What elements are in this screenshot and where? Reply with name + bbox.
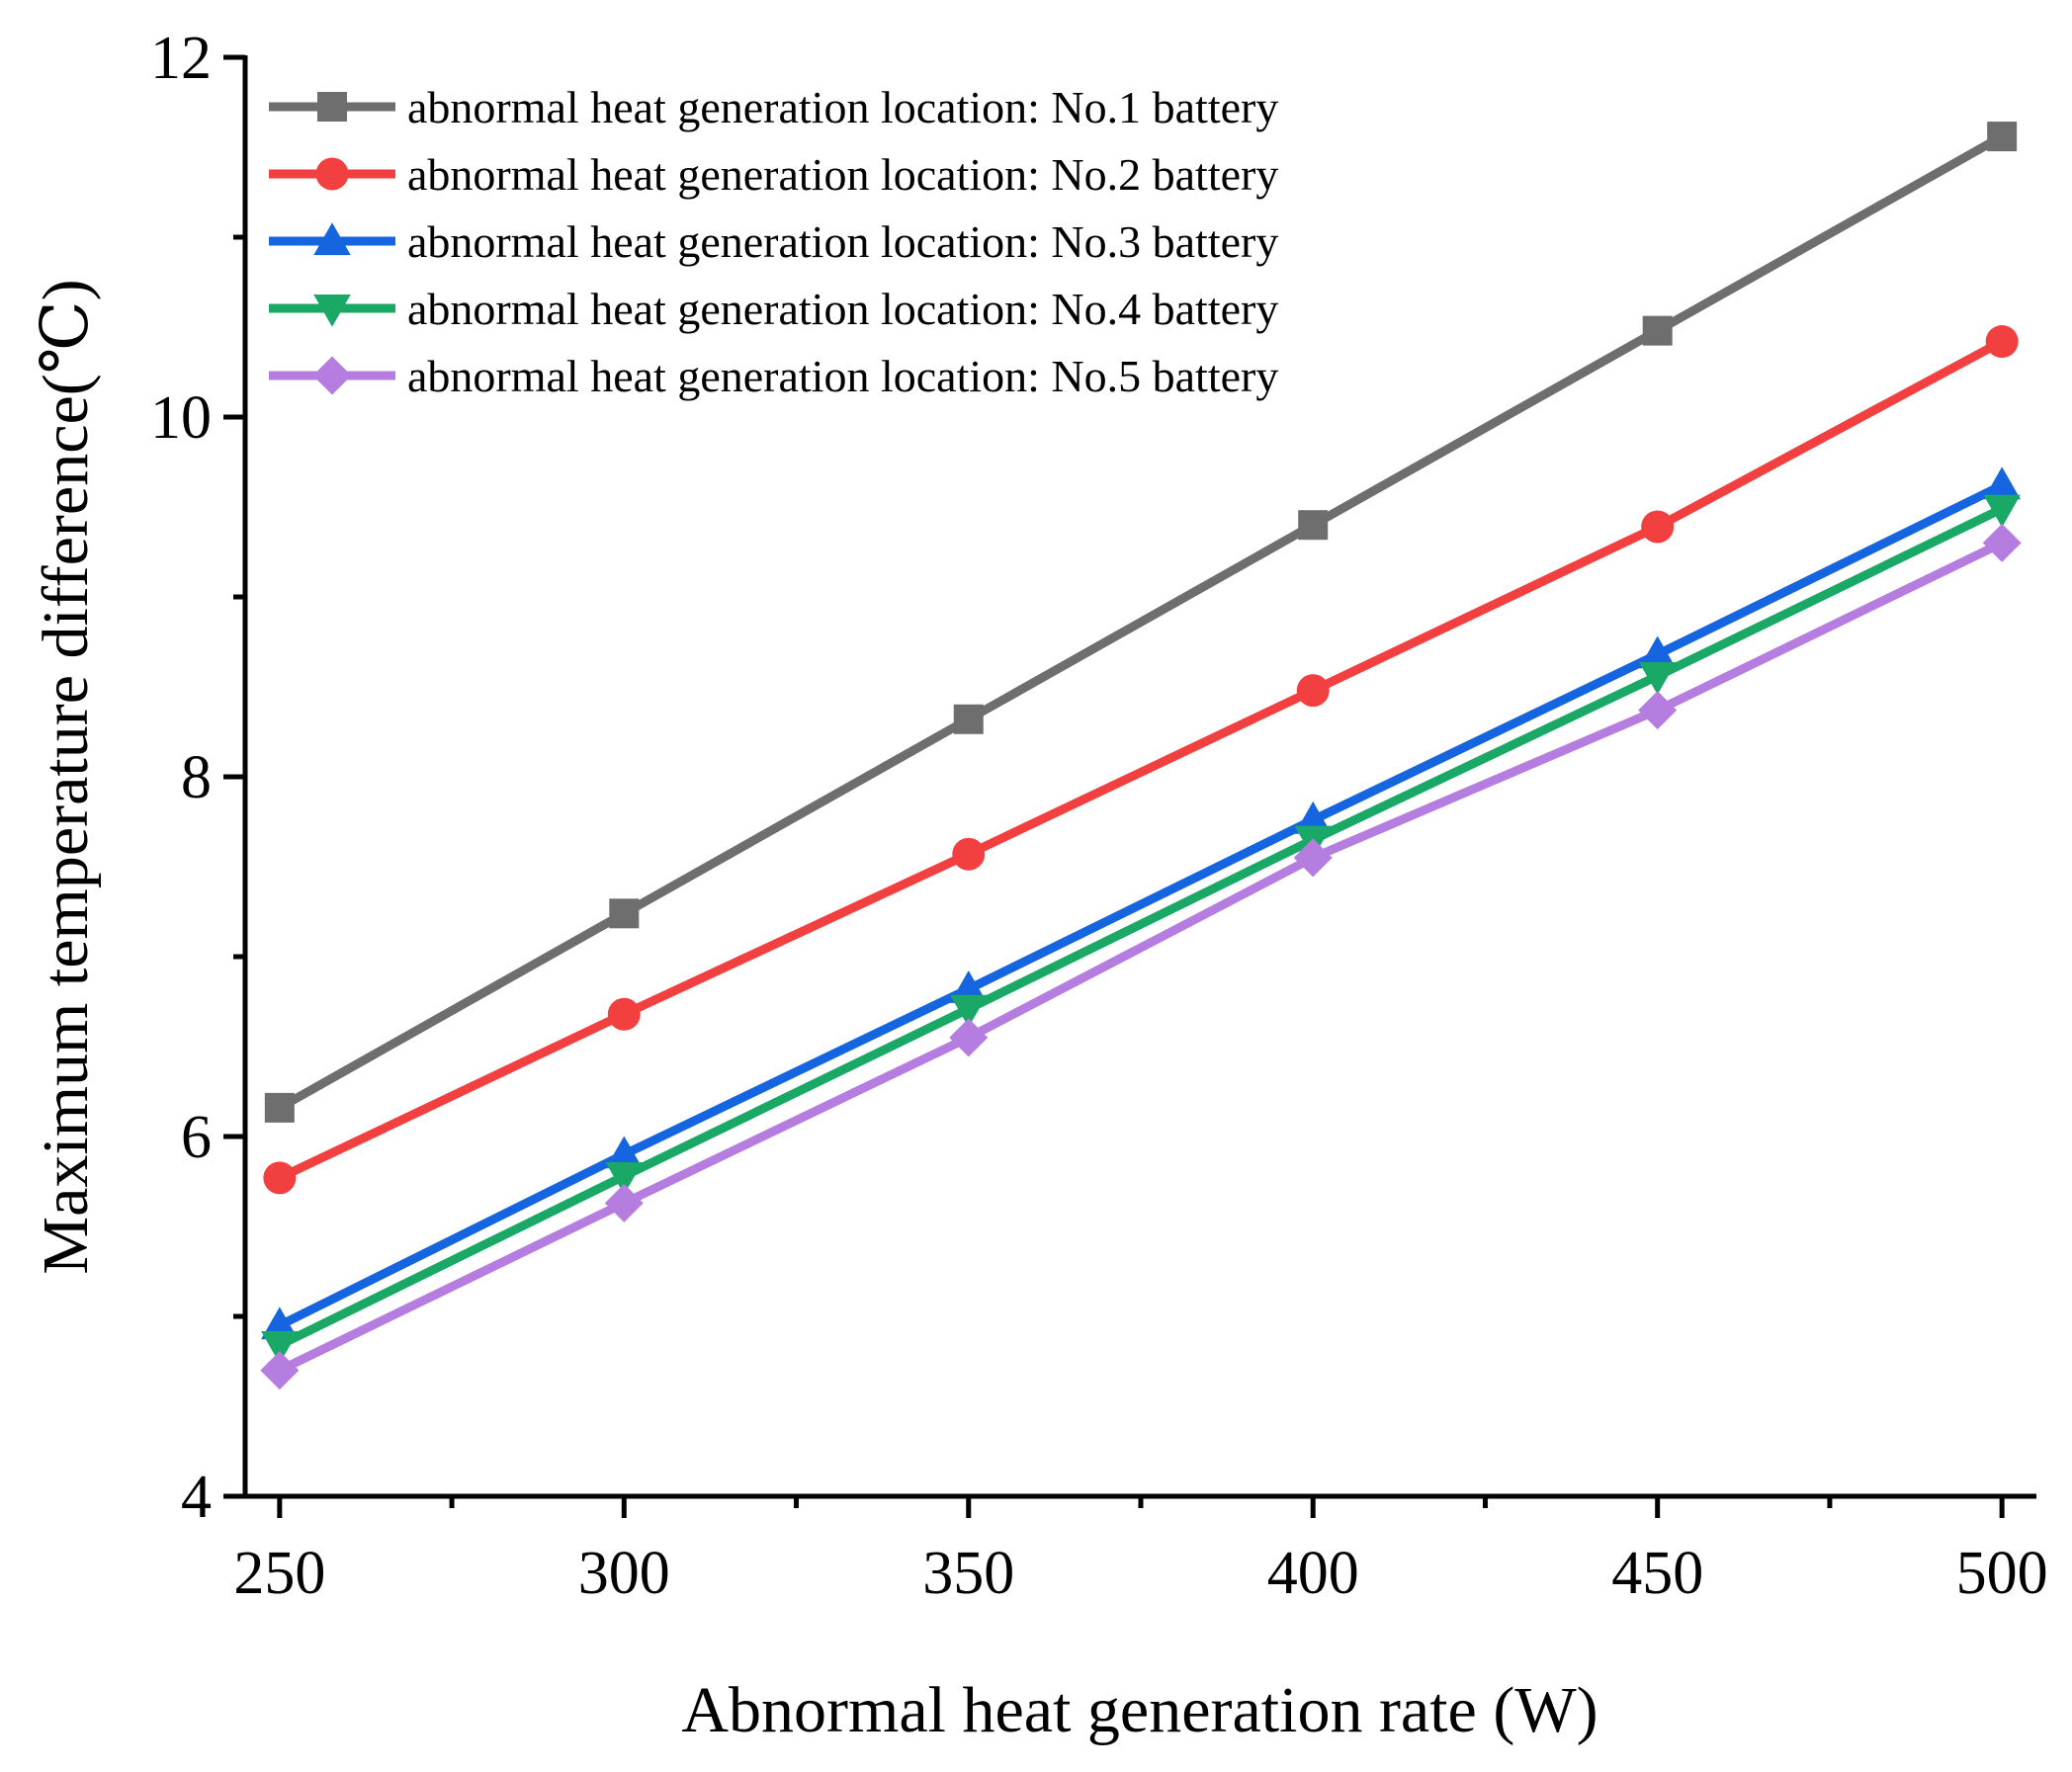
- series-4-point: [950, 994, 988, 1028]
- series-1: [264, 122, 2018, 1123]
- y-tick-label: 10: [150, 384, 212, 452]
- legend-entry-5: abnormal heat generation location: No.5 …: [269, 351, 1278, 401]
- x-axis-title: Abnormal heat generation rate (W): [681, 1674, 1597, 1746]
- x-tick-label: 300: [578, 1540, 670, 1607]
- legend-label: abnormal heat generation location: No.4 …: [407, 284, 1278, 334]
- series-1-point: [264, 1092, 295, 1123]
- legend-entry-2: abnormal heat generation location: No.2 …: [269, 149, 1278, 200]
- series-1-point: [1298, 510, 1329, 541]
- series-5-point: [1638, 691, 1678, 730]
- series-2-point: [1296, 674, 1330, 708]
- legend-marker: [315, 157, 349, 191]
- series-5-point: [604, 1183, 644, 1223]
- legend-entry-1: abnormal heat generation location: No.1 …: [269, 82, 1278, 132]
- series-3: [261, 466, 2021, 1340]
- x-tick-label: 400: [1267, 1540, 1359, 1607]
- series-2-point: [607, 997, 641, 1031]
- legend-marker: [317, 92, 347, 122]
- legend-label: abnormal heat generation location: No.5 …: [407, 351, 1278, 401]
- y-tick-label: 12: [150, 25, 212, 92]
- y-tick-label: 4: [181, 1464, 212, 1531]
- x-tick-label: 350: [922, 1540, 1014, 1607]
- series-1-point: [609, 898, 640, 929]
- series-5-point: [260, 1351, 300, 1391]
- series-3-line: [277, 481, 2005, 1330]
- legend-marker: [313, 294, 351, 327]
- series-3-point: [605, 1136, 644, 1169]
- series-4-point: [1983, 494, 2021, 528]
- x-tick-label: 250: [233, 1540, 325, 1607]
- legend-label: abnormal heat generation location: No.2 …: [407, 149, 1278, 200]
- x-tick-label: 500: [1956, 1540, 2048, 1607]
- series-3-point: [1294, 801, 1332, 834]
- axes: 4 6 8 10 12 250 300 350 400 450 500: [150, 25, 2048, 1607]
- series-layer: [260, 122, 2022, 1391]
- series-1-point: [953, 704, 984, 734]
- series-4-point: [605, 1161, 644, 1195]
- y-tick-label: 6: [181, 1104, 212, 1171]
- series-2-line: [277, 337, 2005, 1182]
- series-5-line: [277, 539, 2005, 1375]
- y-tick-label: 8: [181, 744, 212, 811]
- series-5-point: [1982, 523, 2022, 562]
- series-2-point: [263, 1161, 297, 1195]
- series-2-point: [952, 837, 986, 871]
- series-1-point: [1987, 122, 2018, 152]
- series-3-point: [261, 1307, 299, 1340]
- series-3-point: [1983, 466, 2021, 500]
- series-3-point: [1638, 635, 1677, 669]
- series-4-line: [277, 504, 2005, 1350]
- series-5: [260, 523, 2022, 1391]
- legend-marker: [313, 222, 351, 256]
- series-1-line: [277, 132, 2005, 1112]
- legend-marker: [312, 356, 352, 395]
- legend-entry-4: abnormal heat generation location: No.4 …: [269, 284, 1278, 334]
- legend-entry-3: abnormal heat generation location: No.3 …: [269, 216, 1278, 267]
- legend: abnormal heat generation location: No.1 …: [269, 82, 1278, 401]
- legend-label: abnormal heat generation location: No.3 …: [407, 216, 1278, 267]
- series-3-point: [950, 970, 988, 1003]
- series-2-point: [1641, 510, 1675, 544]
- series-4-point: [261, 1331, 299, 1364]
- y-axis-title: Maximum temperature difference(℃): [30, 279, 102, 1274]
- legend-label: abnormal heat generation location: No.1 …: [407, 82, 1278, 132]
- x-tick-label: 450: [1611, 1540, 1703, 1607]
- series-2: [263, 325, 2019, 1195]
- series-2-point: [1985, 325, 2019, 359]
- series-5-point: [949, 1018, 989, 1057]
- series-4-point: [1638, 662, 1677, 695]
- series-5-point: [1293, 838, 1333, 878]
- series-1-point: [1642, 315, 1673, 346]
